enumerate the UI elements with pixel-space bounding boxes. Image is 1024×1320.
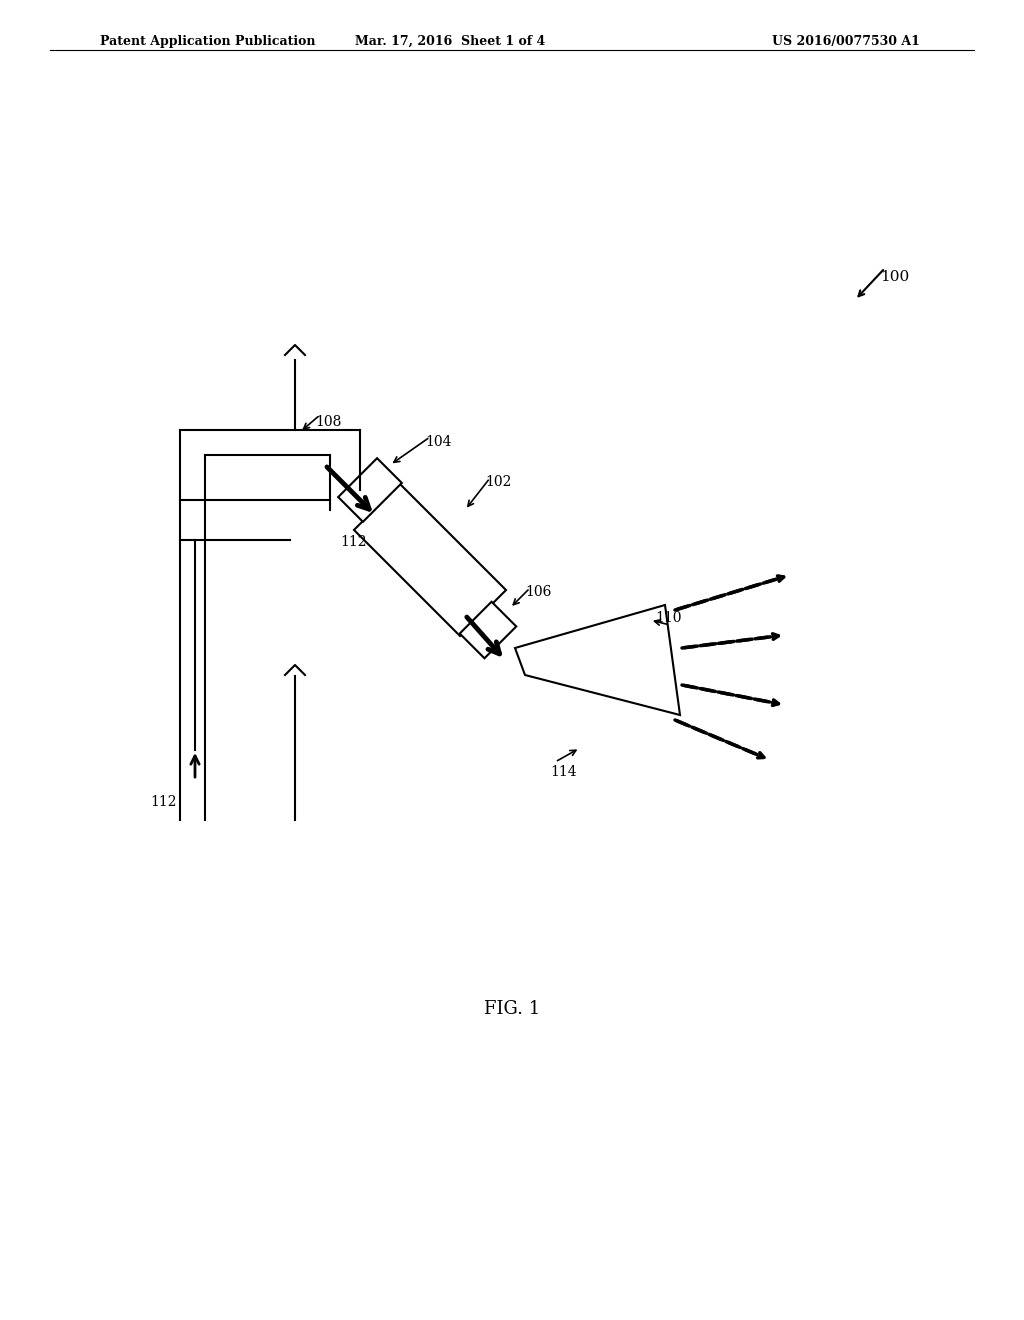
Polygon shape [460, 602, 516, 659]
Polygon shape [338, 458, 401, 521]
Text: 112: 112 [150, 795, 176, 809]
Text: 104: 104 [425, 436, 452, 449]
Polygon shape [354, 484, 506, 636]
Text: 112: 112 [340, 535, 367, 549]
Text: FIG. 1: FIG. 1 [484, 1001, 540, 1018]
Text: 106: 106 [525, 585, 551, 599]
Text: US 2016/0077530 A1: US 2016/0077530 A1 [772, 36, 920, 48]
Text: Mar. 17, 2016  Sheet 1 of 4: Mar. 17, 2016 Sheet 1 of 4 [355, 36, 545, 48]
Polygon shape [515, 605, 680, 715]
Text: 100: 100 [880, 271, 909, 284]
Text: 114: 114 [550, 766, 577, 779]
Text: 110: 110 [655, 611, 682, 624]
Text: Patent Application Publication: Patent Application Publication [100, 36, 315, 48]
Text: 102: 102 [485, 475, 511, 488]
Text: 108: 108 [315, 414, 341, 429]
